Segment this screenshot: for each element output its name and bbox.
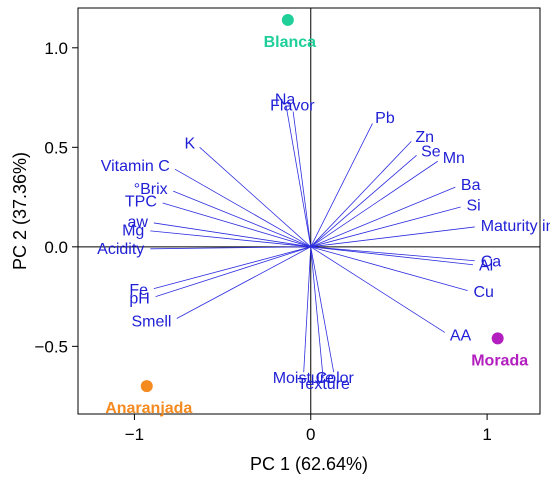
loading-label-color: Color [316,370,355,387]
score-label-morada: Morada [471,352,528,369]
loading-vector-color [310,246,335,373]
loading-vector-si [310,206,461,248]
y-axis-title: PC 2 (37.36%) [10,152,30,270]
score-point-morada [491,332,504,345]
loading-vector-ba [310,186,456,248]
y-tick-label: 1.0 [44,39,68,58]
plot-frame [77,7,541,415]
loading-vector-texture [310,246,324,379]
x-tick-label: −1 [125,425,144,444]
loading-label-fe: Fe [129,282,148,299]
y-tick-label: 0.5 [44,138,68,157]
loading-vector-se [310,154,417,248]
y-tick-label: −0.5 [34,337,68,356]
score-points: Blanca Morada Anaranjada [105,13,528,417]
loading-vector-maturity-index [310,226,475,248]
loading-label-k: K [185,135,196,152]
loading-label-si: Si [466,197,480,214]
axis-ticks: −1 0 1 1.0 0.5 0.0 −0.5 [34,39,491,444]
loading-vector-zn [310,141,412,248]
loading-label-ca: Ca [481,253,502,270]
loading-label-zn: Zn [415,129,434,146]
score-label-anaranjada: Anaranjada [105,400,192,417]
loading-vector-aw [153,222,311,248]
loading-vector-fe [153,246,311,290]
loading-vector-smell [176,246,311,319]
loading-vector-k [199,147,312,248]
loading-label-aw: aw [127,214,148,231]
loading-vector-brix [173,190,311,248]
loading-label-na: Na [275,92,296,109]
loading-vector-mg [150,230,311,248]
loading-label-texture: Texture [297,376,350,393]
loading-label-pb: Pb [375,110,395,127]
loading-label-al: Al [479,257,493,274]
loading-vector-cu [310,246,468,291]
loading-label-smell: Smell [131,313,171,330]
loading-label-flavor: Flavor [270,98,315,115]
loading-vector-aa [310,246,445,333]
loading-vector-al [310,246,474,266]
loading-label-mg: Mg [122,222,144,239]
x-axis-title: PC 1 (62.64%) [250,454,368,474]
x-tick-label: 1 [482,425,491,444]
loading-label-vitamin-c: Vitamin C [101,158,170,175]
loading-label-aa: AA [450,328,472,345]
loading-label-maturity-index: Maturity index [481,218,550,235]
loading-vector-pb [310,123,373,248]
loading-vector-flavor [292,111,312,247]
loading-label-ph: pH [129,290,149,307]
loading-vector-ph [155,246,311,297]
score-label-blanca: Blanca [264,34,317,51]
score-point-anaranjada [140,380,153,393]
loading-label-mn: Mn [443,150,465,167]
loading-label-moisture: Moisture [273,370,334,387]
x-tick-label: 0 [306,425,315,444]
loading-label-se: Se [421,143,441,160]
loading-label-brix: °Brix [134,181,168,198]
loading-label-ba: Ba [461,177,481,194]
loading-vector-vitamin-c [174,168,311,248]
loading-vector-moisture [303,246,312,373]
loading-label-acidity: Acidity [97,241,144,258]
score-point-blanca [281,13,294,26]
loading-vector-tpc [162,202,311,248]
loading-vector-acidity [150,246,311,250]
y-tick-label: 0.0 [44,238,68,257]
loading-label-cu: Cu [473,284,493,301]
loading-vector-na [285,105,312,247]
loading-vector-mn [310,160,438,248]
loading-label-tpc: TPC [125,193,157,210]
loading-vector-ca [310,246,475,262]
